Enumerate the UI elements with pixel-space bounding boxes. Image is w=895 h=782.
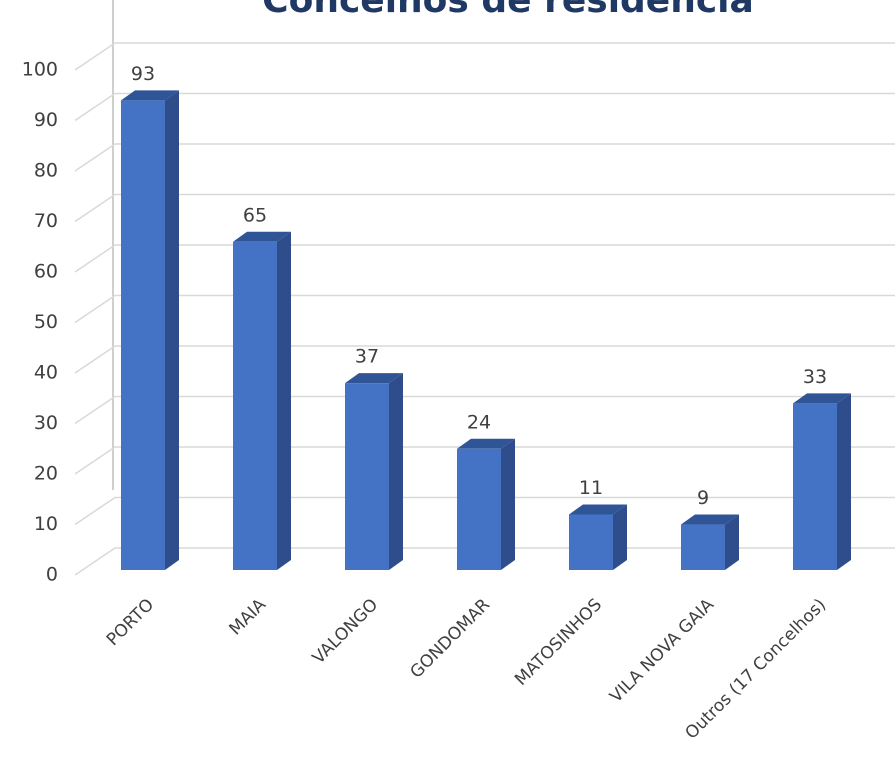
bar-side [165,90,179,570]
bar-front [345,383,389,570]
bar-top [681,514,739,525]
bar [793,393,851,570]
x-tick-label: GONDOMAR [406,595,494,683]
bar-side [837,393,851,570]
y-tick-label: 80 [34,160,58,182]
grid-line [74,244,895,273]
data-label: 37 [355,346,379,368]
grid-line [74,547,895,576]
bar-front [457,448,501,570]
bar [681,514,739,570]
bar-front [121,100,165,570]
y-tick-label: 70 [34,210,58,232]
bar [345,373,403,570]
bar-top [345,373,403,384]
grid-line [74,193,895,223]
bar-top [793,393,851,404]
grid-line [74,496,895,526]
grid-line [74,446,895,475]
y-tick-label: 10 [34,513,58,535]
bar-top [233,231,291,242]
y-tick-label: 0 [46,564,58,586]
bar-front [793,403,837,570]
bar-side [613,504,627,570]
x-tick-label: MATOSINHOS [511,595,606,690]
bar [233,231,291,570]
bar [569,504,627,570]
data-label: 93 [131,63,155,85]
x-tick-label: MAIA [226,595,271,640]
y-tick-label: 40 [34,362,58,384]
bar-side [501,438,515,570]
bar-side [389,373,403,570]
data-label: 33 [803,366,827,388]
bar-top [457,438,515,449]
grid-line [74,345,895,374]
x-tick-label: PORTO [103,595,158,650]
grid-line [74,42,895,71]
bar-top [121,90,179,101]
grid-line [74,143,895,172]
bar-side [725,514,739,570]
grid-line [74,294,895,324]
data-label: 24 [467,411,491,433]
grid-line [74,92,895,122]
grid-line [74,395,895,425]
x-tick-label: VILA NOVA GAIA [606,595,718,707]
bar [121,90,179,570]
y-tick-label: 100 [22,59,58,81]
y-tick-label: 30 [34,412,58,434]
y-tick-label: 20 [34,463,58,485]
data-label: 11 [579,477,603,499]
y-tick-label: 90 [34,109,58,131]
bar-side [277,231,291,570]
bar-front [681,524,725,570]
y-tick-label: 50 [34,311,58,333]
x-tick-label: VALONGO [309,595,382,668]
data-label: 65 [243,204,267,226]
y-tick-label: 60 [34,261,58,283]
bar-front [569,514,613,570]
data-label: 9 [697,487,709,509]
chart-title: Concelhos de residência [262,0,754,21]
bar-front [233,241,277,570]
bar [457,438,515,570]
bar-top [569,504,627,515]
